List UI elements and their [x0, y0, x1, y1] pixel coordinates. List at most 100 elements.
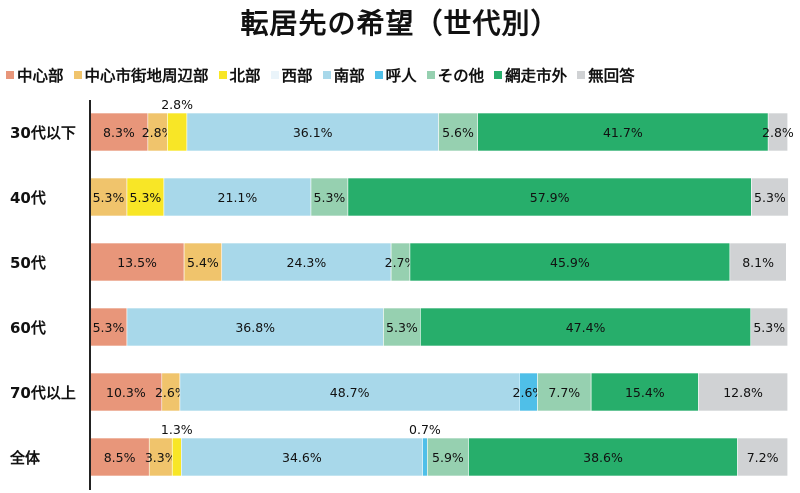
bar-segment [477, 112, 769, 152]
legend-item: 中心部 [6, 64, 64, 86]
data-label: 15.4% [625, 385, 665, 400]
data-label: 8.5% [104, 450, 136, 465]
y-tick-label: 70代以上 [10, 384, 76, 402]
bar-segment [750, 307, 788, 347]
data-label: 2.7% [385, 255, 417, 270]
data-label: 8.3% [103, 125, 135, 140]
bar-segment [89, 242, 185, 282]
legend-label: 西部 [281, 67, 313, 85]
legend-swatch [374, 71, 383, 79]
bar-segment [221, 242, 392, 282]
bar-segment [383, 307, 421, 347]
data-label: 48.7% [330, 385, 370, 400]
legend-label: 中心市街地周辺部 [84, 67, 209, 85]
bar-segment [186, 112, 439, 152]
data-label: 2.6% [155, 385, 187, 400]
data-label: 36.1% [293, 125, 333, 140]
legend-swatch [494, 71, 503, 79]
legend-label: 無回答 [588, 67, 635, 85]
legend-label: その他 [437, 67, 485, 85]
data-label: 5.4% [187, 255, 219, 270]
bar-segment [347, 177, 752, 217]
data-label: 10.3% [106, 385, 146, 400]
data-label: 5.3% [93, 190, 125, 205]
data-label: 2.6% [513, 385, 545, 400]
data-label: 41.7% [603, 125, 643, 140]
bar-segment [537, 372, 592, 412]
data-label: 1.3% [161, 422, 193, 437]
bar-segment [751, 177, 789, 217]
bar-segment [163, 177, 312, 217]
data-label: 24.3% [287, 255, 327, 270]
legend-item: 中心市街地周辺部 [73, 64, 209, 86]
data-label: 47.4% [566, 320, 606, 335]
y-tick-label: 30代以下 [10, 124, 76, 142]
chart-title: 転居先の希望（世代別） [240, 7, 560, 40]
legend-label: 南部 [333, 67, 365, 85]
data-label: 2.8% [142, 125, 174, 140]
data-label: 36.8% [235, 320, 275, 335]
legend-item: 網走市外 [494, 64, 567, 86]
legend-swatch [218, 71, 227, 79]
data-label: 5.3% [754, 190, 786, 205]
bar-segment [171, 437, 182, 477]
data-label: 2.8% [161, 97, 193, 112]
legend-label: 北部 [229, 67, 261, 85]
data-label: 38.6% [583, 450, 623, 465]
legend-label: 呼人 [385, 67, 417, 85]
legend-swatch [270, 71, 279, 79]
y-tick-label: 40代 [10, 189, 46, 207]
legend-swatch [73, 71, 82, 79]
y-tick-label: 全体 [9, 449, 41, 467]
data-label: 13.5% [117, 255, 157, 270]
data-label: 21.1% [218, 190, 258, 205]
data-label: 57.9% [530, 190, 570, 205]
bar-segment [427, 437, 469, 477]
data-label: 5.3% [93, 320, 125, 335]
data-label: 0.7% [409, 422, 441, 437]
bar-segment [183, 242, 223, 282]
data-label: 5.3% [753, 320, 785, 335]
legend-label: 中心部 [17, 67, 64, 85]
legend-item: 南部 [322, 64, 365, 86]
bar-segment [468, 437, 738, 477]
bar-segment [126, 177, 165, 217]
data-label: 45.9% [550, 255, 590, 270]
data-label: 5.3% [314, 190, 346, 205]
data-label: 5.3% [130, 190, 162, 205]
bar-segment [422, 437, 428, 477]
legend-swatch [322, 71, 331, 79]
bar-segment [181, 437, 423, 477]
bar-segment [89, 437, 150, 477]
data-label: 3.3% [145, 450, 177, 465]
data-label: 7.2% [747, 450, 779, 465]
bar-segment [167, 112, 188, 152]
y-tick-label: 60代 [10, 319, 46, 337]
bar-segment [420, 307, 752, 347]
bar-segment [767, 112, 788, 152]
data-label: 12.8% [723, 385, 763, 400]
y-tick-label: 50代 [10, 254, 46, 272]
bar-segment [126, 307, 384, 347]
data-label: 7.7% [548, 385, 580, 400]
bar-segment [89, 307, 128, 347]
legend-swatch [6, 71, 14, 79]
legend-label: 網走市外 [505, 67, 568, 85]
legend: 中心部 中心市街地周辺部 北部 西部 南部 呼人 その他 網走市外 無回答 [6, 64, 796, 86]
data-label: 5.6% [442, 125, 474, 140]
data-label: 8.1% [742, 255, 774, 270]
legend-item: その他 [426, 64, 485, 86]
legend-item: 無回答 [577, 64, 635, 86]
legend-swatch [577, 71, 586, 79]
legend-item: 北部 [218, 64, 261, 86]
bar-segment [698, 372, 788, 412]
bar-segment [729, 242, 787, 282]
legend-item: 西部 [270, 64, 313, 86]
legend-item: 呼人 [374, 64, 417, 86]
bar-segment [737, 437, 788, 477]
data-label: 5.3% [386, 320, 418, 335]
data-label: 5.9% [432, 450, 464, 465]
data-label: 2.8% [762, 125, 794, 140]
